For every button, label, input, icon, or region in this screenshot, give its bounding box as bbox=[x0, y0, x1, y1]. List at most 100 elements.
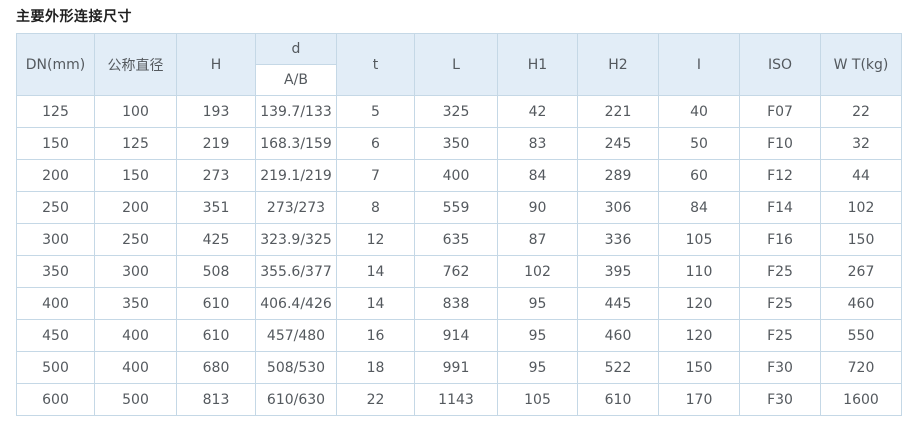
table-cell: 350 bbox=[414, 127, 498, 160]
table-cell: 14 bbox=[336, 255, 415, 288]
table-cell: 425 bbox=[176, 223, 256, 256]
col-header-i: I bbox=[658, 33, 740, 96]
table-row: 300 250 425 323.9/325 12 635 87 336 105 F16 150 bbox=[16, 223, 902, 256]
table-cell: 87 bbox=[497, 223, 578, 256]
table-cell: 336 bbox=[577, 223, 659, 256]
table-cell: 350 bbox=[16, 255, 95, 288]
table-cell: 16 bbox=[336, 319, 415, 352]
table-cell: 400 bbox=[16, 287, 95, 320]
table-row: 500 400 680 508/530 18 991 95 522 150 F30 720 bbox=[16, 351, 902, 384]
table-cell: 1143 bbox=[414, 383, 498, 416]
table-cell: 267 bbox=[820, 255, 902, 288]
table-cell: 83 bbox=[497, 127, 578, 160]
table-cell: 914 bbox=[414, 319, 498, 352]
col-header-h2: H2 bbox=[577, 33, 659, 96]
table-cell: 300 bbox=[94, 255, 177, 288]
table-cell: 219 bbox=[176, 127, 256, 160]
col-header-h: H bbox=[176, 33, 256, 96]
table-cell: 221 bbox=[577, 95, 659, 128]
table-cell: 125 bbox=[16, 95, 95, 128]
table-cell: 250 bbox=[16, 191, 95, 224]
table-cell: F12 bbox=[739, 159, 821, 192]
col-header-d: d bbox=[255, 33, 337, 65]
table-cell: 813 bbox=[176, 383, 256, 416]
table-cell: 289 bbox=[577, 159, 659, 192]
table-cell: 457/480 bbox=[255, 319, 337, 352]
table-cell: 7 bbox=[336, 159, 415, 192]
table-cell: 168.3/159 bbox=[255, 127, 337, 160]
table-cell: 406.4/426 bbox=[255, 287, 337, 320]
col-header-nominal: 公称直径 bbox=[94, 33, 177, 96]
table-cell: 105 bbox=[658, 223, 740, 256]
table-row: 150 125 219 168.3/159 6 350 83 245 50 F10 32 bbox=[16, 127, 902, 160]
table-cell: 273 bbox=[176, 159, 256, 192]
table-cell: 5 bbox=[336, 95, 415, 128]
table-cell: 84 bbox=[497, 159, 578, 192]
table-cell: 150 bbox=[16, 127, 95, 160]
table-cell: 838 bbox=[414, 287, 498, 320]
table-cell: 18 bbox=[336, 351, 415, 384]
table-cell: 102 bbox=[820, 191, 902, 224]
table-cell: 120 bbox=[658, 319, 740, 352]
table-cell: 680 bbox=[176, 351, 256, 384]
table-cell: F25 bbox=[739, 319, 821, 352]
table-cell: 150 bbox=[658, 351, 740, 384]
table-cell: 508 bbox=[176, 255, 256, 288]
table-header: DN(mm) 公称直径 H d t L H1 H2 I ISO W T(kg) … bbox=[16, 33, 902, 96]
page-title: 主要外形连接尺寸 bbox=[16, 9, 132, 25]
table-cell: F16 bbox=[739, 223, 821, 256]
table-cell: 32 bbox=[820, 127, 902, 160]
table-cell: 508/530 bbox=[255, 351, 337, 384]
col-header-h1: H1 bbox=[497, 33, 578, 96]
table-cell: 610 bbox=[577, 383, 659, 416]
table-cell: 100 bbox=[94, 95, 177, 128]
table-cell: 400 bbox=[94, 319, 177, 352]
table-cell: 120 bbox=[658, 287, 740, 320]
table-cell: 95 bbox=[497, 287, 578, 320]
table-cell: 395 bbox=[577, 255, 659, 288]
table-cell: F25 bbox=[739, 287, 821, 320]
table-cell: F30 bbox=[739, 351, 821, 384]
table-cell: 95 bbox=[497, 351, 578, 384]
table-cell: 1600 bbox=[820, 383, 902, 416]
table-cell: 8 bbox=[336, 191, 415, 224]
table-cell: 460 bbox=[577, 319, 659, 352]
table-cell: 355.6/377 bbox=[255, 255, 337, 288]
table-cell: 170 bbox=[658, 383, 740, 416]
col-header-t: t bbox=[336, 33, 415, 96]
table-row: 400 350 610 406.4/426 14 838 95 445 120 F25 460 bbox=[16, 287, 902, 320]
table-cell: 125 bbox=[94, 127, 177, 160]
table-cell: F07 bbox=[739, 95, 821, 128]
table-cell: 450 bbox=[16, 319, 95, 352]
table-cell: 400 bbox=[94, 351, 177, 384]
table-cell: 84 bbox=[658, 191, 740, 224]
table-row: 125 100 193 139.7/133 5 325 42 221 40 F07 22 bbox=[16, 95, 902, 128]
table-row: 200 150 273 219.1/219 7 400 84 289 60 F12 44 bbox=[16, 159, 902, 192]
page: 主要外形连接尺寸 DN(mm) 公称直径 H d t L H1 H bbox=[16, 9, 902, 416]
table-cell: 635 bbox=[414, 223, 498, 256]
table-row: 250 200 351 273/273 8 559 90 306 84 F14 102 bbox=[16, 191, 902, 224]
table-cell: 500 bbox=[94, 383, 177, 416]
table-cell: 273/273 bbox=[255, 191, 337, 224]
table-cell: 306 bbox=[577, 191, 659, 224]
table-cell: 250 bbox=[94, 223, 177, 256]
col-header-d-sub: A/B bbox=[255, 64, 337, 96]
table-cell: 44 bbox=[820, 159, 902, 192]
table-cell: 325 bbox=[414, 95, 498, 128]
table-cell: 600 bbox=[16, 383, 95, 416]
table-cell: 610/630 bbox=[255, 383, 337, 416]
table-cell: 610 bbox=[176, 319, 256, 352]
table-cell: 559 bbox=[414, 191, 498, 224]
table-cell: 610 bbox=[176, 287, 256, 320]
table-cell: F14 bbox=[739, 191, 821, 224]
table-cell: 50 bbox=[658, 127, 740, 160]
table-cell: 6 bbox=[336, 127, 415, 160]
col-header-dn: DN(mm) bbox=[16, 33, 95, 96]
table-body: 125 100 193 139.7/133 5 325 42 221 40 F07 22 150 125… bbox=[16, 95, 902, 416]
table-cell: 500 bbox=[16, 351, 95, 384]
table-cell: 300 bbox=[16, 223, 95, 256]
dimensions-table: DN(mm) 公称直径 H d t L H1 H2 I ISO W T(kg) … bbox=[16, 33, 902, 416]
table-cell: 219.1/219 bbox=[255, 159, 337, 192]
table-row: 450 400 610 457/480 16 914 95 460 120 F25 550 bbox=[16, 319, 902, 352]
table-cell: 400 bbox=[414, 159, 498, 192]
